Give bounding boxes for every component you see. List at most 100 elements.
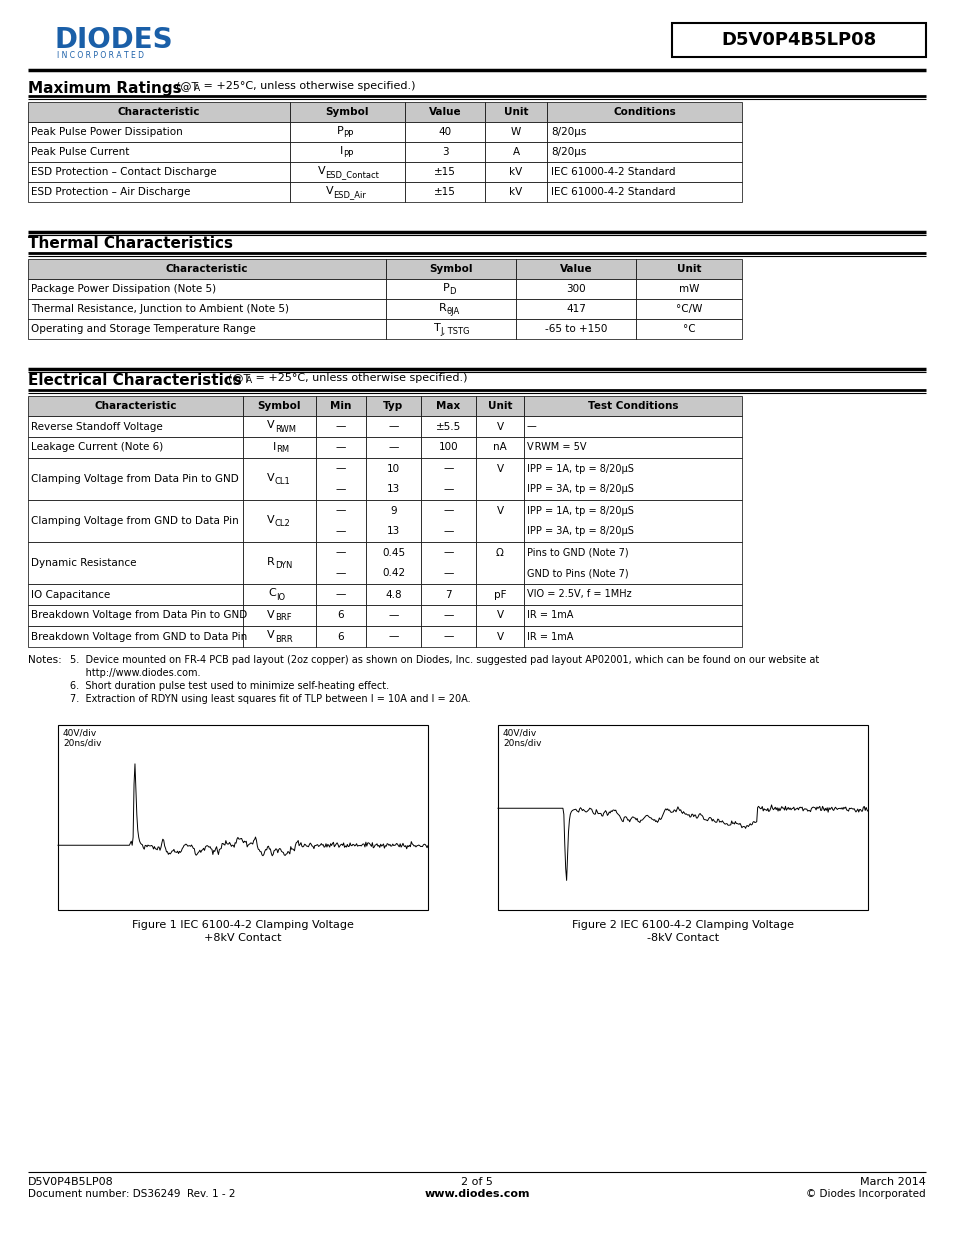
- Text: —: —: [443, 568, 454, 578]
- Bar: [476, 458, 523, 500]
- Bar: [243, 605, 315, 626]
- Bar: [243, 437, 315, 458]
- Text: IR = 1mA: IR = 1mA: [526, 610, 573, 620]
- Text: Symbol: Symbol: [257, 401, 301, 411]
- Bar: [315, 605, 366, 626]
- Bar: [366, 605, 420, 626]
- Text: —: —: [388, 631, 398, 641]
- Bar: [476, 500, 523, 542]
- Bar: [243, 458, 315, 500]
- Text: V: V: [267, 473, 274, 483]
- Text: CL2: CL2: [274, 519, 291, 529]
- Text: ±15: ±15: [434, 167, 456, 177]
- Bar: [315, 396, 366, 416]
- Bar: [523, 584, 741, 605]
- Text: Unit: Unit: [676, 264, 700, 274]
- Text: Symbol: Symbol: [325, 107, 369, 117]
- Text: nA: nA: [493, 442, 506, 452]
- Text: (@T: (@T: [228, 373, 250, 383]
- Bar: [243, 584, 315, 605]
- Text: —: —: [443, 610, 454, 620]
- Bar: [405, 142, 484, 162]
- Bar: [28, 142, 290, 162]
- Bar: [315, 626, 366, 647]
- Text: —: —: [443, 547, 454, 557]
- Text: C: C: [269, 589, 276, 599]
- Text: © Diodes Incorporated: © Diodes Incorporated: [805, 1189, 925, 1199]
- Text: PP: PP: [343, 149, 354, 159]
- Text: 4.8: 4.8: [385, 589, 401, 599]
- Bar: [516, 319, 636, 338]
- Bar: [366, 458, 420, 500]
- Text: R: R: [267, 557, 274, 567]
- Bar: [28, 416, 243, 437]
- Bar: [476, 416, 523, 437]
- Bar: [484, 182, 546, 203]
- Bar: [546, 142, 741, 162]
- Text: PP: PP: [343, 130, 354, 140]
- Bar: [366, 542, 420, 584]
- Bar: [523, 458, 741, 500]
- Text: V: V: [326, 186, 334, 196]
- Bar: [28, 542, 243, 584]
- Text: 13: 13: [387, 484, 399, 494]
- Bar: [366, 437, 420, 458]
- Text: V: V: [496, 505, 503, 515]
- Text: Characteristic: Characteristic: [94, 401, 176, 411]
- Bar: [243, 396, 315, 416]
- Bar: [523, 437, 741, 458]
- Bar: [516, 259, 636, 279]
- Text: V: V: [267, 631, 274, 641]
- Bar: [484, 162, 546, 182]
- Bar: [290, 103, 405, 122]
- Text: = +25°C, unless otherwise specified.): = +25°C, unless otherwise specified.): [252, 373, 467, 383]
- Bar: [523, 605, 741, 626]
- Text: -8kV Contact: -8kV Contact: [646, 932, 719, 944]
- Bar: [420, 437, 476, 458]
- Text: Figure 2 IEC 6100-4-2 Clamping Voltage: Figure 2 IEC 6100-4-2 Clamping Voltage: [572, 920, 793, 930]
- Text: Pins to GND (Note 7): Pins to GND (Note 7): [526, 547, 628, 557]
- Bar: [636, 279, 741, 299]
- Text: D5V0P4B5LP08: D5V0P4B5LP08: [720, 31, 876, 49]
- Text: Characteristic: Characteristic: [166, 264, 248, 274]
- Text: IR = 1mA: IR = 1mA: [526, 631, 573, 641]
- Text: RM: RM: [276, 446, 290, 454]
- Text: IEC 61000-4-2 Standard: IEC 61000-4-2 Standard: [551, 186, 675, 198]
- Bar: [523, 542, 741, 584]
- Text: θJA: θJA: [446, 308, 459, 316]
- Bar: [28, 299, 386, 319]
- Text: Document number: DS36249  Rev. 1 - 2: Document number: DS36249 Rev. 1 - 2: [28, 1189, 235, 1199]
- Text: VIO = 2.5V, f = 1MHz: VIO = 2.5V, f = 1MHz: [526, 589, 631, 599]
- Text: Breakdown Voltage from Data Pin to GND: Breakdown Voltage from Data Pin to GND: [30, 610, 247, 620]
- Text: D: D: [449, 287, 456, 296]
- Bar: [546, 162, 741, 182]
- Bar: [636, 259, 741, 279]
- Text: 0.42: 0.42: [381, 568, 405, 578]
- Text: 100: 100: [438, 442, 457, 452]
- Text: 417: 417: [565, 304, 585, 314]
- Text: Value: Value: [559, 264, 592, 274]
- Bar: [636, 319, 741, 338]
- Bar: [476, 437, 523, 458]
- Bar: [405, 122, 484, 142]
- Text: V: V: [496, 463, 503, 473]
- Text: R: R: [438, 303, 446, 312]
- Text: A: A: [512, 147, 519, 157]
- Text: —: —: [526, 421, 537, 431]
- Text: ±5.5: ±5.5: [436, 421, 460, 431]
- Bar: [290, 142, 405, 162]
- Text: 8/20μs: 8/20μs: [551, 127, 586, 137]
- Text: 0.45: 0.45: [381, 547, 405, 557]
- Text: GND to Pins (Note 7): GND to Pins (Note 7): [526, 568, 628, 578]
- Bar: [366, 416, 420, 437]
- Bar: [315, 584, 366, 605]
- Text: 7: 7: [445, 589, 452, 599]
- Bar: [28, 458, 243, 500]
- Text: D5V0P4B5LP08: D5V0P4B5LP08: [28, 1177, 113, 1187]
- Text: Clamping Voltage from GND to Data Pin: Clamping Voltage from GND to Data Pin: [30, 516, 238, 526]
- Bar: [315, 437, 366, 458]
- Bar: [243, 416, 315, 437]
- Text: ESD_Contact: ESD_Contact: [325, 170, 379, 179]
- Bar: [476, 396, 523, 416]
- Text: P: P: [336, 126, 343, 136]
